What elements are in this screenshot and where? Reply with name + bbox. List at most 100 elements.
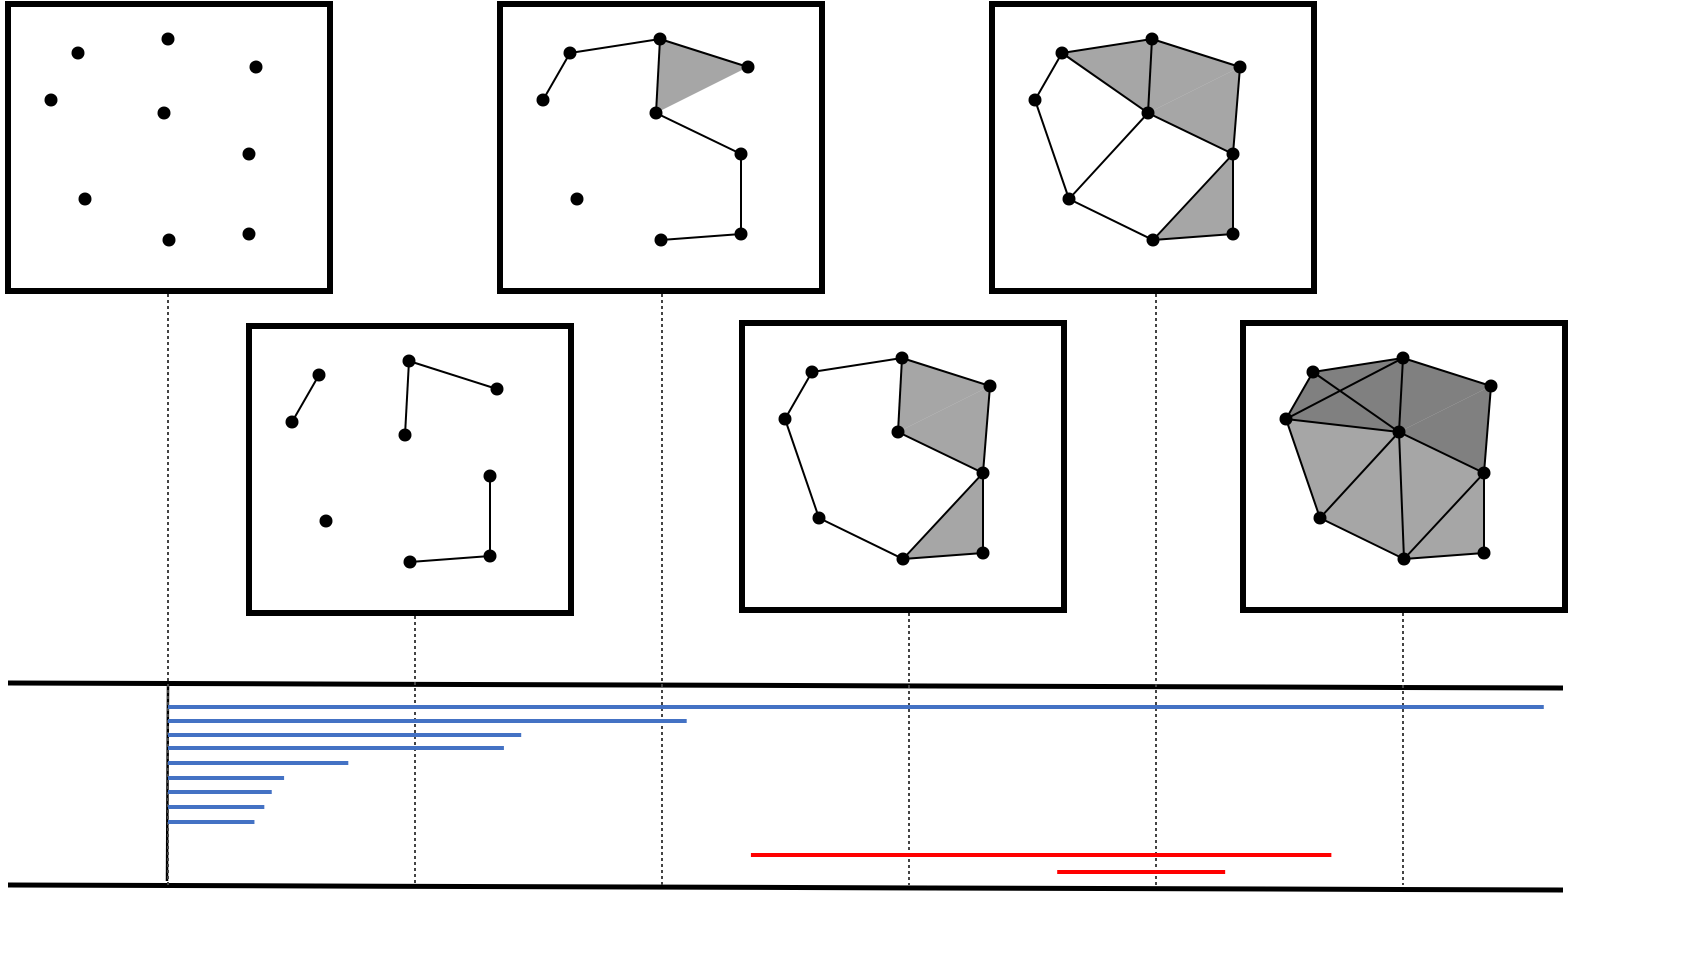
edge (897, 357, 903, 433)
top-rule (7, 680, 1564, 691)
vertex (1484, 379, 1498, 393)
edge (1034, 99, 1070, 200)
edge (1285, 371, 1314, 420)
complex-panel (739, 320, 1067, 613)
vertex (734, 147, 748, 161)
vertex (805, 365, 819, 379)
vertex (242, 227, 256, 241)
panel-frame (246, 323, 574, 616)
vertex (563, 46, 577, 60)
edge (1151, 38, 1241, 68)
vertex (242, 147, 256, 161)
complex-panel (5, 1, 333, 294)
edge (1403, 552, 1485, 560)
simplex (1062, 39, 1152, 113)
edge (1147, 112, 1234, 155)
complex-panel (989, 1, 1317, 294)
vertex (741, 60, 755, 74)
edge (1398, 431, 1405, 560)
simplex (1399, 386, 1491, 473)
edge (659, 38, 749, 68)
edge (1232, 66, 1241, 155)
vertex (1226, 227, 1240, 241)
edge (542, 52, 571, 101)
vertex (734, 227, 748, 241)
vertex (1062, 192, 1076, 206)
edge (408, 360, 498, 390)
edge (660, 233, 742, 241)
vertex (778, 412, 792, 426)
edge (1034, 52, 1063, 101)
edge (1061, 38, 1153, 54)
edge (1319, 517, 1405, 560)
vertex (1306, 365, 1320, 379)
edge (1402, 357, 1492, 387)
simplex (1313, 358, 1403, 432)
vertex (812, 511, 826, 525)
edge (1152, 153, 1234, 241)
edge (1312, 357, 1404, 373)
edge (902, 472, 984, 560)
vertex (157, 106, 171, 120)
vertex (654, 233, 668, 247)
vertex (1313, 511, 1327, 525)
vertex (285, 415, 299, 429)
vertex (1145, 32, 1159, 46)
edge (1319, 431, 1400, 519)
vertex (536, 93, 550, 107)
edge (404, 360, 410, 436)
edge (1061, 52, 1149, 114)
edge (784, 371, 813, 420)
vertex (1226, 147, 1240, 161)
edge (1483, 385, 1492, 474)
vertex (312, 368, 326, 382)
edge (291, 374, 320, 423)
simplex (898, 386, 990, 473)
vertex (895, 351, 909, 365)
vertex (1055, 46, 1069, 60)
vertex (570, 192, 584, 206)
vertex (653, 32, 667, 46)
edge (1398, 431, 1485, 474)
vertex (44, 93, 58, 107)
vertex (398, 428, 412, 442)
vertex (1146, 233, 1160, 247)
edge (818, 517, 904, 560)
edge (784, 418, 820, 519)
vertex (1141, 106, 1155, 120)
vertex (161, 32, 175, 46)
vertex (1397, 552, 1411, 566)
vertex (891, 425, 905, 439)
edge (811, 357, 903, 373)
vertex (403, 555, 417, 569)
simplex (1399, 358, 1491, 432)
edge (982, 385, 991, 474)
vertex (649, 106, 663, 120)
vertex (1279, 412, 1293, 426)
vertex (249, 60, 263, 74)
vertex (1392, 425, 1406, 439)
edge (1068, 112, 1149, 200)
vertex (483, 549, 497, 563)
edge (1285, 357, 1404, 420)
complex-panel (497, 1, 825, 294)
edge (1403, 472, 1485, 560)
edge (1068, 198, 1154, 241)
vertex (1233, 60, 1247, 74)
vertex (896, 552, 910, 566)
vertex (319, 514, 333, 528)
vertex (483, 469, 497, 483)
simplex (1286, 372, 1399, 432)
complex-panel (246, 323, 574, 616)
edge (902, 552, 984, 560)
vertex (1396, 351, 1410, 365)
edge (409, 555, 491, 563)
vertex (1477, 546, 1491, 560)
simplex (656, 39, 748, 113)
vertex (976, 546, 990, 560)
complex-panel (1240, 320, 1568, 613)
vertex (162, 233, 176, 247)
edge (1285, 418, 1400, 433)
